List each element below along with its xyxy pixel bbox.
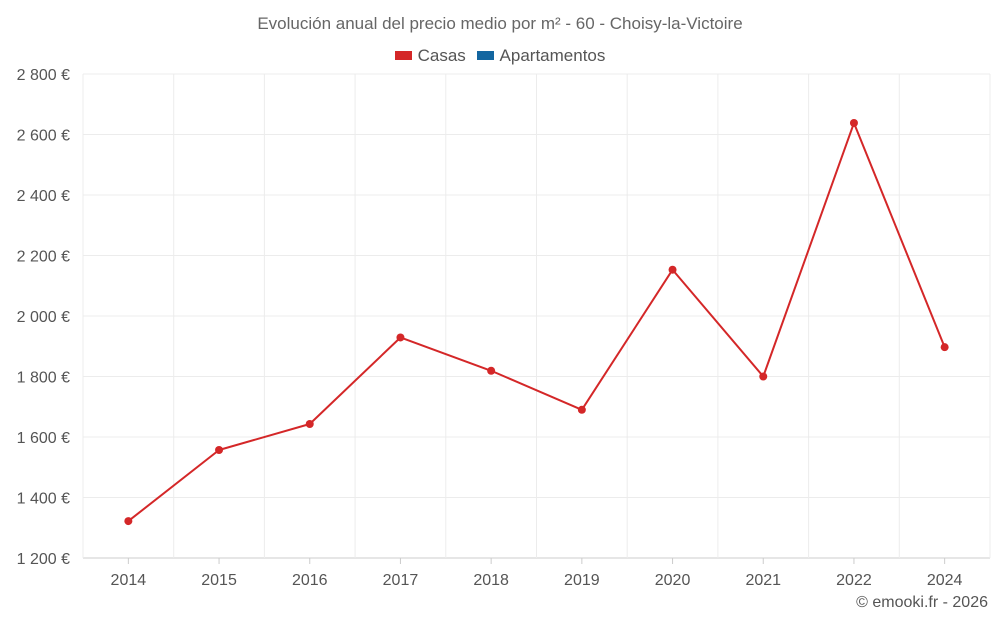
y-tick-label: 1 800 € bbox=[17, 370, 70, 387]
x-tick-label: 2015 bbox=[201, 572, 237, 589]
legend-swatch-apartamentos bbox=[476, 51, 494, 60]
data-point-casas bbox=[759, 372, 768, 381]
legend: Casas Apartamentos bbox=[0, 45, 1000, 66]
data-point-casas bbox=[124, 517, 133, 526]
legend-label-casas: Casas bbox=[417, 45, 466, 65]
data-point-casas bbox=[577, 405, 586, 414]
data-point-casas bbox=[305, 419, 314, 428]
legend-item-apartamentos[interactable]: Apartamentos bbox=[476, 45, 606, 66]
legend-item-casas[interactable]: Casas bbox=[394, 45, 466, 66]
x-tick-label: 2022 bbox=[836, 572, 872, 589]
y-tick-label: 2 600 € bbox=[17, 128, 70, 145]
x-tick-label: 2014 bbox=[111, 572, 147, 589]
y-tick-label: 2 800 € bbox=[17, 67, 70, 84]
x-tick-label: 2019 bbox=[564, 572, 600, 589]
y-tick-label: 2 000 € bbox=[17, 309, 70, 326]
legend-swatch-casas bbox=[394, 51, 412, 60]
data-point-casas bbox=[396, 333, 405, 342]
y-tick-label: 1 600 € bbox=[17, 430, 70, 447]
x-tick-label: 2018 bbox=[473, 572, 509, 589]
series-line-casas bbox=[127, 122, 946, 522]
y-tick-label: 2 200 € bbox=[17, 249, 70, 266]
data-point-casas bbox=[849, 119, 858, 128]
x-tick-label: 2021 bbox=[745, 572, 781, 589]
data-point-casas bbox=[487, 366, 496, 375]
data-point-casas bbox=[668, 265, 677, 274]
x-tick-label: 2024 bbox=[927, 572, 963, 589]
y-tick-label: 1 400 € bbox=[17, 491, 70, 508]
x-tick-label: 2020 bbox=[655, 572, 691, 589]
x-tick-label: 2017 bbox=[383, 572, 419, 589]
y-tick-label: 1 200 € bbox=[17, 551, 70, 568]
chart-title: Evolución anual del precio medio por m² … bbox=[257, 14, 743, 33]
legend-label-apartamentos: Apartamentos bbox=[499, 45, 606, 65]
y-tick-label: 2 400 € bbox=[17, 188, 70, 205]
x-tick-label: 2016 bbox=[292, 572, 328, 589]
data-point-casas bbox=[940, 343, 949, 352]
credit-text: © emooki.fr - 2026 bbox=[856, 594, 988, 611]
data-point-casas bbox=[215, 446, 224, 455]
